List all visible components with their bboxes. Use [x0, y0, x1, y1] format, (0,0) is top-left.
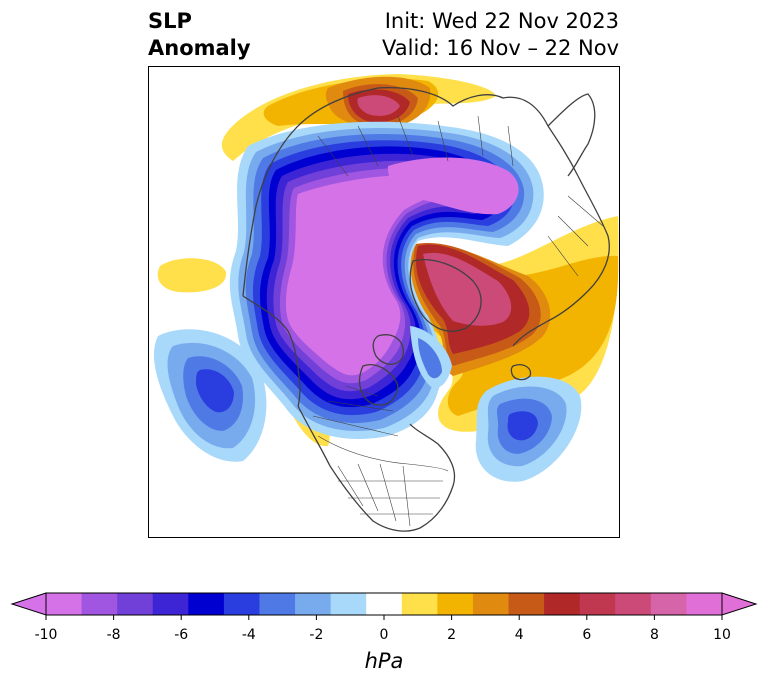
title-variable-qualifier: Anomaly [148, 36, 251, 60]
colorbar-under-extension [10, 592, 47, 616]
colorbar-segment [615, 593, 652, 615]
colorbar-over-extension [721, 592, 758, 616]
coastlines [242, 86, 610, 532]
border-europe [547, 195, 604, 277]
colorbar-tick-label: 10 [713, 627, 731, 643]
title-right: Init: Wed 22 Nov 2023 Valid: 16 Nov – 22… [382, 8, 619, 62]
colorbar-tick-label: -6 [174, 627, 188, 643]
colorbar-tick-label: -2 [309, 627, 323, 643]
colorbar-segment [650, 593, 687, 615]
border-russia-regions [317, 115, 514, 177]
anomaly-ne-pacific-low-8 [196, 369, 234, 413]
colorbar-tick-label: 6 [582, 627, 591, 643]
colorbar-tick-label: -4 [242, 627, 256, 643]
colorbar-segments [10, 592, 758, 616]
colorbar-segment [46, 593, 83, 615]
border-us-states-2 [338, 480, 443, 515]
negative-anomaly-regions [153, 121, 582, 482]
colorbar-tick-label: 0 [380, 627, 389, 643]
anomaly-labrador-low-6 [418, 338, 442, 379]
anomaly-greenland-high-12 [423, 252, 512, 326]
coastline-alaska [242, 295, 301, 407]
colorbar-segment [81, 593, 118, 615]
anomaly-siberia-high-12 [357, 95, 400, 116]
colorbar-tick-label: 4 [515, 627, 524, 643]
border-us-states-1 [337, 463, 411, 527]
title-variable: SLP [148, 9, 192, 33]
colorbar-segment [117, 593, 154, 615]
anomaly-n-atlantic-low-8 [507, 411, 538, 441]
title-left: SLP Anomaly [148, 8, 251, 62]
coastline-siberia-east [242, 125, 299, 297]
colorbar-segment [544, 593, 581, 615]
colorbar-segment [508, 593, 545, 615]
colorbar-segment [437, 593, 474, 615]
colorbar-tick-label: 8 [650, 627, 659, 643]
title-init-date: Init: Wed 22 Nov 2023 [384, 9, 619, 33]
coastline-greenland [409, 259, 482, 332]
coastline-north-america [297, 405, 456, 532]
colorbar-segment [579, 593, 616, 615]
map-frame [148, 66, 620, 538]
coastline-hudson-bay [359, 364, 399, 406]
colorbar-unit-label: hPa [365, 649, 404, 673]
colorbar-tick-label: -10 [35, 627, 58, 643]
colorbar-segment [152, 593, 189, 615]
colorbar-segment [295, 593, 332, 615]
colorbar-segment [330, 593, 367, 615]
coastline-europe [512, 175, 610, 347]
colorbar: -10 -8 -6 -4 -2 0 2 4 6 8 10 hPa [10, 592, 758, 673]
anomaly-arctic-low-18 [285, 174, 464, 376]
colorbar-ticks: -10 -8 -6 -4 -2 0 2 4 6 8 10 [35, 615, 731, 643]
anomaly-pacific-high-2 [157, 258, 227, 293]
colorbar-segment [366, 593, 403, 615]
colorbar-segment [188, 593, 225, 615]
coastline-iceland [510, 364, 532, 381]
colorbar-tick-label: 2 [447, 627, 456, 643]
colorbar-segment [686, 593, 723, 615]
colorbar-segment [223, 593, 260, 615]
coastline-scandinavia [547, 93, 596, 177]
colorbar-segment [259, 593, 296, 615]
title-valid-range: Valid: 16 Nov – 22 Nov [382, 36, 619, 60]
border-canada-us [317, 435, 449, 472]
coastline-eurasia [297, 86, 579, 177]
coastline-arctic-islands [372, 334, 405, 365]
colorbar-tick-label: -8 [107, 627, 121, 643]
anomaly-arctic-low-18-east [387, 157, 519, 215]
political-borders [312, 115, 604, 527]
colorbar-segment [401, 593, 438, 615]
colorbar-segment [472, 593, 510, 615]
border-canada-provinces [312, 385, 399, 437]
slp-anomaly-map [148, 66, 620, 538]
